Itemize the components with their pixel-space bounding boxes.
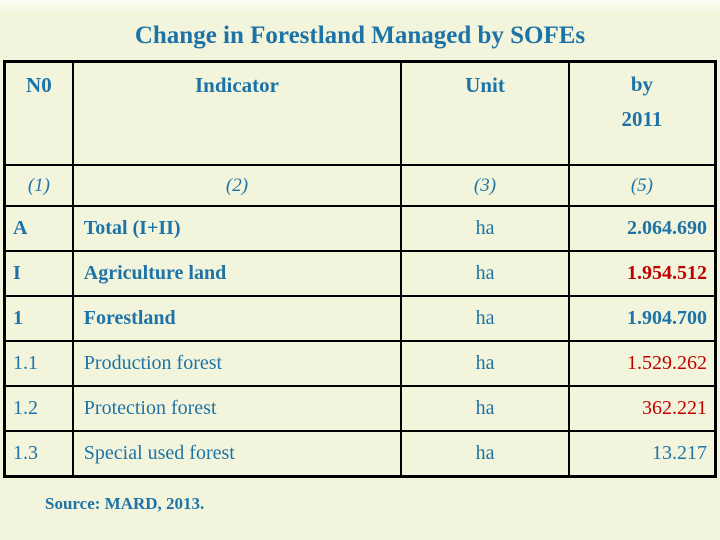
row-unit: ha — [400, 340, 570, 387]
column-index-indicator: (2) — [71, 164, 403, 207]
row-value: 1.529.262 — [567, 340, 717, 387]
row-indicator: Production forest — [71, 340, 403, 387]
table-row-protection-forest: 1.2 Protection forest ha 362.221 — [3, 385, 717, 432]
table-row-forestland: 1 Forestland ha 1.904.700 — [3, 295, 717, 342]
row-value: 13.217 — [567, 430, 717, 478]
row-value: 362.221 — [567, 385, 717, 432]
column-header-no: N0 — [3, 60, 74, 166]
column-index-unit: (3) — [400, 164, 570, 207]
column-index-no: (1) — [3, 164, 74, 207]
row-unit: ha — [400, 250, 570, 297]
table-row-special-used-forest: 1.3 Special used forest ha 13.217 — [3, 430, 717, 478]
column-header-by-word: by — [630, 72, 654, 96]
row-indicator: Protection forest — [71, 385, 403, 432]
row-unit: ha — [400, 430, 570, 478]
row-indicator: Forestland — [71, 295, 403, 342]
row-indicator: Agriculture land — [71, 250, 403, 297]
column-header-indicator: Indicator — [71, 60, 403, 166]
column-header-by-year: 2011 — [621, 107, 663, 131]
row-no: I — [3, 250, 74, 297]
row-no: 1.2 — [3, 385, 74, 432]
row-no: A — [3, 205, 74, 252]
row-value: 2.064.690 — [567, 205, 717, 252]
column-index-row: (1) (2) (3) (5) — [3, 164, 717, 207]
row-value: 1.954.512 — [567, 250, 717, 297]
row-no: 1.1 — [3, 340, 74, 387]
forestland-table: N0 Indicator Unit by 2011 (1) (2) (3) (5… — [3, 60, 717, 478]
column-index-by: (5) — [567, 164, 717, 207]
row-no: 1 — [3, 295, 74, 342]
page-title: Change in Forestland Managed by SOFEs — [134, 22, 586, 49]
row-indicator: Total (I+II) — [71, 205, 403, 252]
row-unit: ha — [400, 385, 570, 432]
column-header-unit: Unit — [400, 60, 570, 166]
row-indicator: Special used forest — [71, 430, 403, 478]
table-header-row: N0 Indicator Unit by 2011 — [3, 60, 717, 166]
row-value: 1.904.700 — [567, 295, 717, 342]
table-row-agriculture: I Agriculture land ha 1.954.512 — [3, 250, 717, 297]
row-no: 1.3 — [3, 430, 74, 478]
column-header-by-2011: by 2011 — [567, 60, 717, 166]
row-unit: ha — [400, 205, 570, 252]
table-row-production-forest: 1.1 Production forest ha 1.529.262 — [3, 340, 717, 387]
table-row-total: A Total (I+II) ha 2.064.690 — [3, 205, 717, 252]
row-unit: ha — [400, 295, 570, 342]
source-note: Source: MARD, 2013. — [45, 494, 205, 513]
